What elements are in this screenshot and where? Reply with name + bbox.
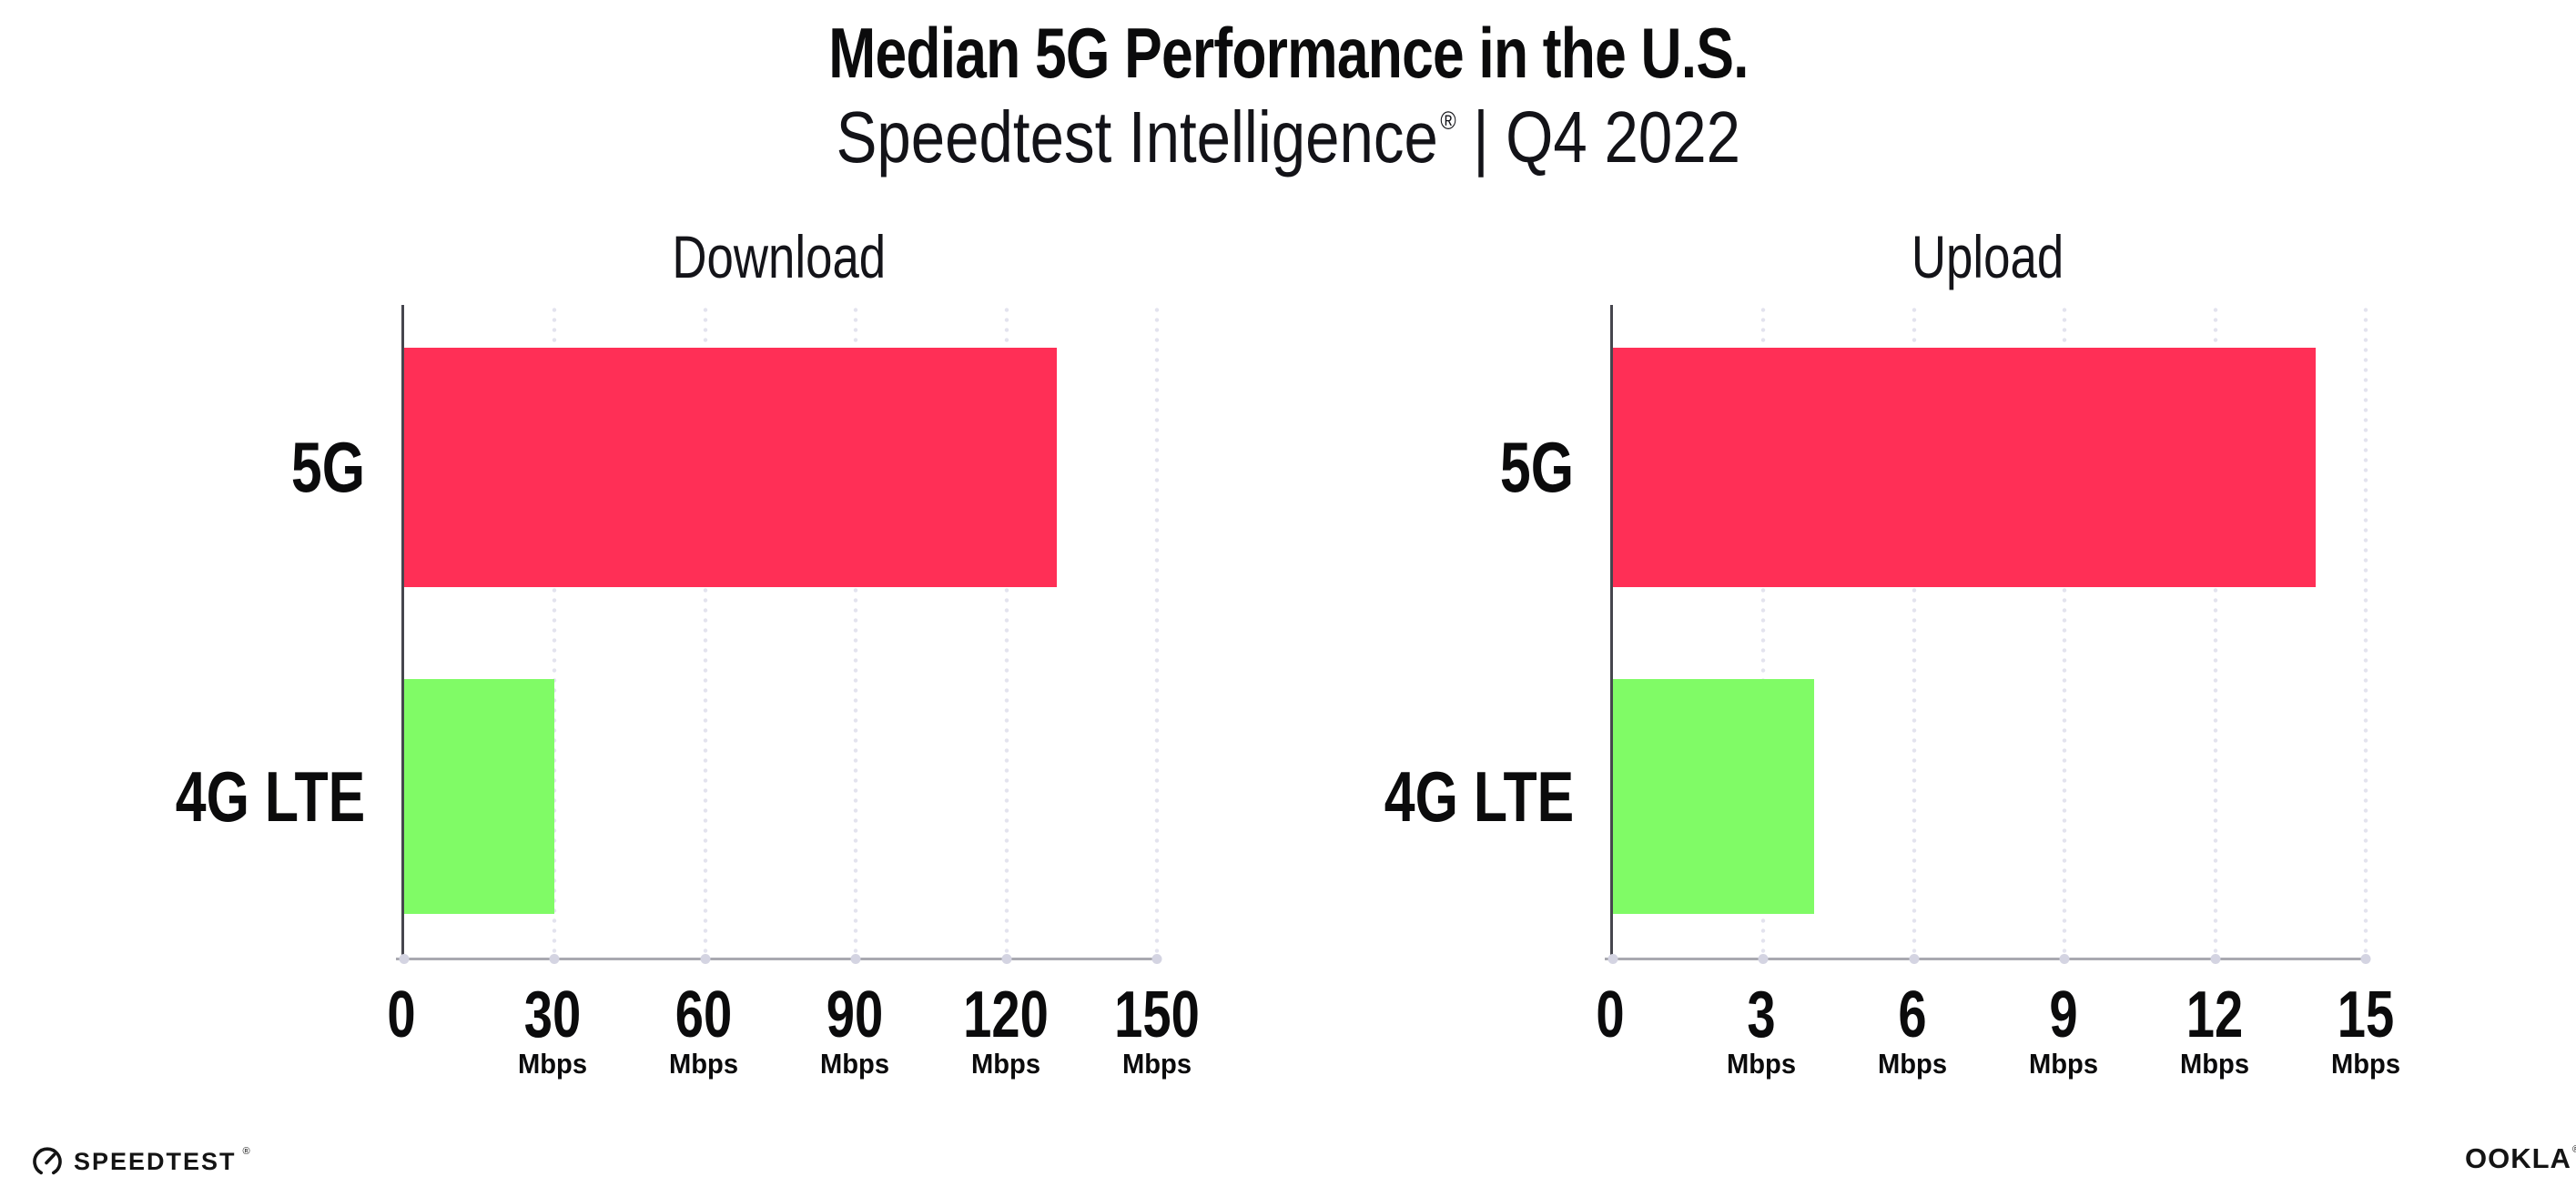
x-tick-value-3: 3 (1747, 979, 1776, 1051)
x-tick-6: 6 Mbps (1876, 979, 1950, 1080)
ookla-trademark-icon: ® (2571, 1144, 2576, 1155)
x-tick-90: 90 Mbps (818, 979, 892, 1080)
x-tick-0: 0 (1592, 979, 1628, 1051)
x-tick-12: 12 Mbps (2178, 979, 2252, 1080)
x-tick-value-9: 9 (2049, 979, 2078, 1051)
x-tick-value-30: 30 (523, 979, 582, 1051)
gridline-60-mbps (703, 305, 708, 958)
category-label-5g: 5G (0, 421, 365, 512)
axis-tick-dot-12 (2210, 954, 2221, 964)
axis-tick-dot-15 (2360, 954, 2371, 964)
bar-5g-upload (1613, 348, 2316, 587)
x-tick-120: 120 Mbps (951, 979, 1060, 1080)
x-tick-9: 9 Mbps (2027, 979, 2101, 1080)
download-x-tick-labels: 0 30 Mbps 60 Mbps 90 Mbps 120 Mbps 150 Mbps (387, 979, 1199, 1132)
category-label-text-5g: 5G (290, 427, 365, 507)
x-tick-unit-60: Mbps (668, 1048, 739, 1080)
x-tick-3: 3 Mbps (1725, 979, 1799, 1080)
download-x-axis-line (396, 958, 1159, 960)
gridline-15-mbps (2363, 305, 2368, 958)
x-tick-60: 60 Mbps (667, 979, 741, 1080)
gridline-90-mbps (853, 305, 858, 958)
download-plot-area (396, 305, 1162, 964)
axis-tick-dot-0 (399, 954, 410, 964)
bar-4g-lte-upload (1613, 679, 1814, 914)
upload-x-tick-labels: 0 3 Mbps 6 Mbps 9 Mbps 12 Mbps 15 Mbps (1596, 979, 2400, 1132)
x-tick-unit-15: Mbps (2330, 1048, 2401, 1080)
page-title: Median 5G Performance in the U.S. (0, 13, 2576, 93)
x-tick-value-0: 0 (1596, 979, 1625, 1051)
x-tick-unit-30: Mbps (517, 1048, 588, 1080)
x-tick-unit-9: Mbps (2028, 1048, 2099, 1080)
bar-5g-download (404, 348, 1057, 587)
x-tick-unit-120: Mbps (970, 1048, 1041, 1080)
speedtest-trademark-icon: ® (242, 1146, 250, 1157)
bar-4g-lte-download (404, 679, 555, 914)
x-tick-value-12: 12 (2186, 979, 2244, 1051)
gridline-12-mbps (2213, 305, 2218, 958)
page-subtitle: Speedtest Intelligence® | Q4 2022 (0, 95, 2576, 197)
download-chart-title: Download (265, 225, 1293, 289)
subtitle-brand: Speedtest Intelligence (836, 96, 1438, 178)
download-chart-title-text: Download (672, 223, 887, 290)
subtitle-period: Q4 2022 (1505, 96, 1740, 178)
download-chart-panel: Download 5G 4G LTE 0 30 Mbps 60 Mbps 90 Mbps 120… (176, 225, 1200, 1079)
axis-tick-dot-3 (1758, 954, 1769, 964)
x-tick-30: 30 Mbps (516, 979, 590, 1080)
upload-plot-area (1605, 305, 2371, 964)
upload-chart-panel: Upload 5G 4G LTE 0 3 Mbps 6 Mbps 9 Mbps 12 Mbps 15… (1384, 225, 2400, 1079)
gridline-150-mbps (1154, 305, 1160, 958)
x-tick-unit-6: Mbps (1877, 1048, 1948, 1080)
axis-tick-dot-30 (549, 954, 560, 964)
category-label-text-4g-lte: 4G LTE (1384, 756, 1574, 837)
page-subtitle-text: Speedtest Intelligence® | Q4 2022 (836, 95, 1739, 197)
axis-tick-dot-120 (1001, 954, 1012, 964)
category-label-4g-lte: 4G LTE (0, 751, 365, 842)
gridline-30-mbps (552, 305, 557, 958)
x-tick-value-60: 60 (674, 979, 733, 1051)
speedtest-logo: SPEEDTEST ® (31, 1145, 250, 1178)
upload-chart-title: Upload (1474, 225, 2502, 289)
category-label-4g-lte: 4G LTE (1028, 751, 1574, 842)
axis-tick-dot-60 (700, 954, 711, 964)
x-tick-unit-150: Mbps (1121, 1048, 1192, 1080)
x-tick-unit-3: Mbps (1726, 1048, 1797, 1080)
x-tick-value-15: 15 (2337, 979, 2395, 1051)
upload-x-axis-line (1605, 958, 2368, 960)
axis-tick-dot-9 (2059, 954, 2070, 964)
x-tick-unit-90: Mbps (819, 1048, 890, 1080)
x-tick-value-120: 120 (963, 979, 1049, 1051)
x-tick-value-0: 0 (387, 979, 416, 1051)
x-tick-value-90: 90 (826, 979, 884, 1051)
gridline-3-mbps (1760, 305, 1766, 958)
axis-tick-dot-150 (1151, 954, 1162, 964)
ookla-logo-text: OOKLA (2465, 1142, 2571, 1174)
category-label-5g: 5G (1028, 421, 1574, 512)
category-label-text-4g-lte: 4G LTE (175, 756, 365, 837)
ookla-logo: OOKLA ® (2465, 1143, 2576, 1174)
upload-chart-title-text: Upload (1912, 223, 2064, 290)
x-tick-value-150: 150 (1114, 979, 1200, 1051)
category-label-text-5g: 5G (1499, 427, 1574, 507)
x-tick-unit-12: Mbps (2179, 1048, 2250, 1080)
page-title-text: Median 5G Performance in the U.S. (827, 13, 1749, 93)
registered-trademark-icon: ® (1440, 107, 1456, 135)
x-tick-150: 150 Mbps (1102, 979, 1212, 1080)
speedtest-logo-text: SPEEDTEST (74, 1148, 237, 1175)
x-tick-0: 0 (383, 979, 420, 1051)
axis-tick-dot-90 (850, 954, 861, 964)
subtitle-separator: | (1472, 96, 1489, 178)
gridline-9-mbps (2062, 305, 2067, 958)
axis-tick-dot-0 (1607, 954, 1618, 964)
axis-tick-dot-6 (1909, 954, 1920, 964)
x-tick-value-6: 6 (1898, 979, 1927, 1051)
gridline-6-mbps (1912, 305, 1917, 958)
x-tick-15: 15 Mbps (2329, 979, 2403, 1080)
speedtest-gauge-icon (33, 1147, 62, 1175)
gridline-120-mbps (1004, 305, 1009, 958)
